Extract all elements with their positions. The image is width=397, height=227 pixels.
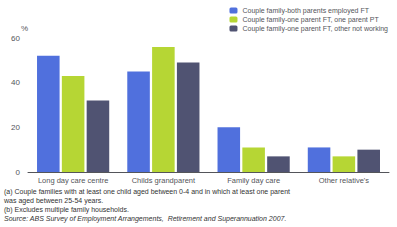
svg-text:60: 60 [11, 34, 20, 43]
svg-text:20: 20 [11, 123, 20, 132]
svg-text:Childs grandparent: Childs grandparent [132, 176, 196, 185]
svg-text:Source: ABS Survey of Employme: Source: ABS Survey of Employment Arrange… [4, 215, 286, 223]
svg-text:40: 40 [11, 78, 20, 87]
svg-text:%: % [21, 24, 28, 33]
svg-text:Couple family-one parent FT, o: Couple family-one parent FT, one parent … [242, 16, 379, 24]
svg-text:Couple family-both parents emp: Couple family-both parents employed FT [242, 7, 369, 15]
svg-text:(a) Couple families with at le: (a) Couple families with at least one ch… [4, 188, 290, 196]
svg-text:was aged between 25-54 years.: was aged between 25-54 years. [3, 197, 103, 205]
svg-text:Long day care centre: Long day care centre [38, 176, 108, 185]
svg-text:Other relative's: Other relative's [319, 176, 369, 185]
svg-text:Family day care: Family day care [227, 176, 280, 185]
svg-text:Couple family-one parent FT, o: Couple family-one parent FT, other not w… [242, 25, 388, 33]
svg-text:0: 0 [16, 168, 21, 177]
svg-text:(b) Excludes multiple family h: (b) Excludes multiple family households. [4, 206, 129, 214]
